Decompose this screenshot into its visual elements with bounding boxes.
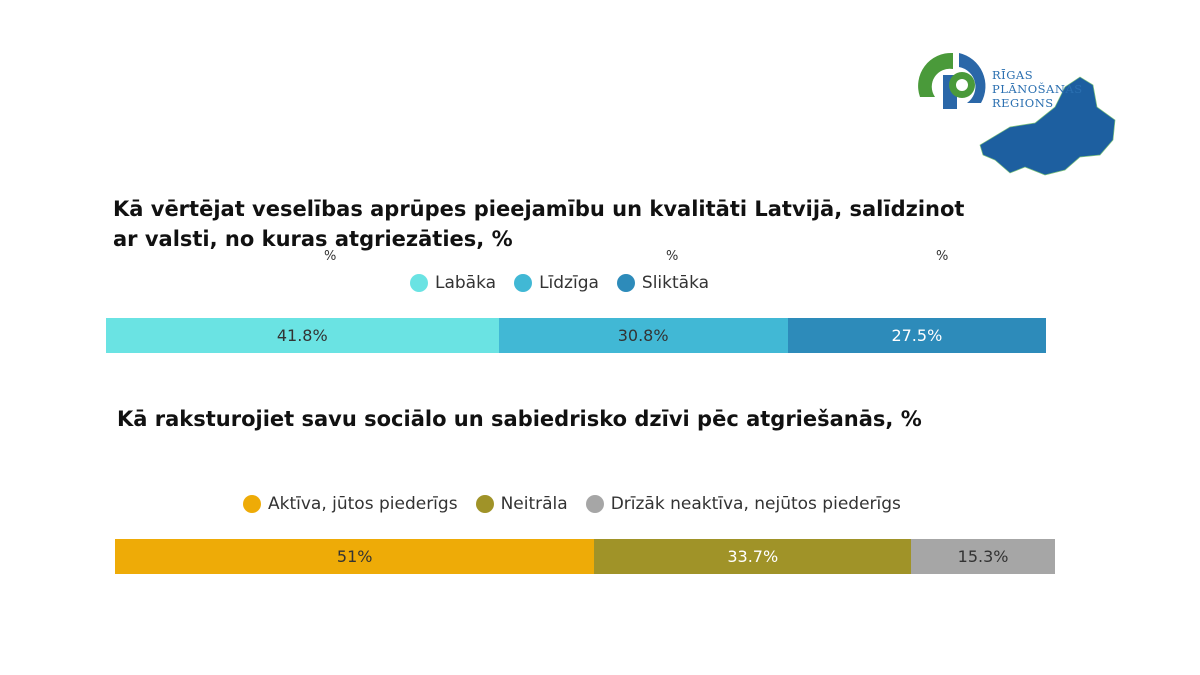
legend-dot-icon — [585, 495, 604, 513]
legend-label: Drīzāk neaktīva, nejūtos piederīgs — [610, 494, 901, 514]
data-label: 15.3% — [957, 547, 1009, 566]
legend-item: Sliktāka — [616, 273, 710, 293]
legend-dot-icon — [475, 495, 494, 513]
data-label: 27.5% — [891, 326, 943, 345]
unit-label: % — [666, 249, 679, 264]
legend-dot-icon — [243, 495, 261, 513]
chart-1-bar: 41.8% 30.8% 27.5% — [106, 318, 1046, 353]
legend-dot-icon — [616, 274, 635, 292]
chart-1-title: Kā vērtējat veselības aprūpes pieejamību… — [113, 197, 965, 251]
legend-label: Aktīva, jūtos piederīgs — [268, 494, 458, 514]
legend-label: Līdzīga — [539, 273, 599, 293]
chart-2-bar: 51% 33.7% 15.3% — [115, 539, 1055, 574]
legend-label: Neitrāla — [500, 494, 568, 514]
chart-2-legend: Aktīva, jūtos piederīgs Neitrāla Drīzāk ne… — [243, 494, 901, 514]
legend-label: Labāka — [435, 273, 497, 293]
legend-item: Līdzīga — [514, 273, 599, 293]
chart-2-title: Kā raksturojiet savu sociālo un sabiedri… — [117, 407, 922, 431]
bar-segment: 41.8% — [106, 318, 499, 353]
legend-item: Neitrāla — [475, 494, 568, 514]
logo-icon — [918, 52, 1116, 176]
logo-text-line: REGIONS — [992, 96, 1054, 110]
legend-label: Sliktāka — [641, 273, 710, 293]
logo-text-line: PLĀNOŠANAS — [992, 82, 1083, 96]
unit-label: % — [936, 249, 949, 264]
bar-segment: 27.5% — [787, 318, 1046, 353]
logo-text-line: RĪGAS — [992, 68, 1034, 82]
unit-label: % — [324, 249, 337, 264]
bar-segment: 51% — [115, 539, 595, 574]
legend-item: Aktīva, jūtos piederīgs — [243, 494, 458, 514]
data-label: 30.8% — [617, 326, 669, 345]
legend-item: Labāka — [410, 273, 496, 293]
data-label: 33.7% — [727, 547, 779, 566]
legend-item: Drīzāk neaktīva, nejūtos piederīgs — [585, 494, 901, 514]
data-label: 51% — [336, 547, 373, 566]
chart-1-legend: Labāka Līdzīga Sliktāka — [410, 273, 709, 293]
legend-dot-icon — [410, 274, 428, 292]
legend-dot-icon — [514, 274, 533, 292]
bar-segment: 33.7% — [594, 539, 912, 574]
bar-segment: 30.8% — [498, 318, 788, 353]
data-label: 41.8% — [276, 326, 328, 345]
bar-segment: 15.3% — [911, 539, 1055, 574]
